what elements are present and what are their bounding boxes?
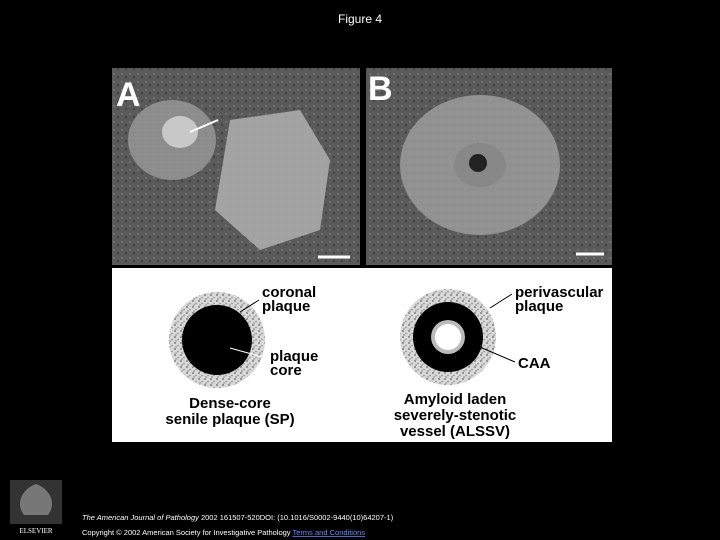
diagram-label: CAA — [518, 355, 551, 372]
diagram-label: perivascular plaque — [515, 284, 604, 315]
panel-label: A — [116, 76, 141, 114]
lumen — [435, 324, 461, 350]
plaque-image — [215, 110, 330, 250]
plaque-core — [182, 305, 252, 375]
diagram-label: coronal plaque — [262, 284, 316, 315]
figure-photos: A B — [112, 68, 612, 265]
logo-tree — [20, 484, 52, 515]
copyright: Copyright © 2002 American Society for In… — [82, 528, 365, 537]
diagram-caption: Amyloid laden severely-stenotic vessel (AL… — [394, 391, 517, 440]
leader-line — [474, 344, 516, 363]
plaque-core-image — [162, 116, 198, 148]
leader-line — [239, 299, 260, 313]
publisher-name: ELSEVIER — [19, 527, 52, 535]
slide-title: Figure 4 — [338, 12, 382, 26]
citation: The American Journal of Pathology 2002 1… — [82, 513, 394, 522]
leader-line — [489, 293, 513, 309]
vessel-lumen — [469, 154, 487, 172]
diagram-label: plaque core — [270, 348, 318, 379]
leader-line — [229, 347, 267, 359]
diagram-caption: Dense-core senile plaque (SP) — [165, 395, 294, 428]
terms-link[interactable]: Terms and Conditions — [293, 528, 366, 537]
panel-label: B — [368, 70, 393, 108]
arrow — [189, 119, 219, 133]
publisher-logo: ELSEVIER — [10, 480, 62, 535]
